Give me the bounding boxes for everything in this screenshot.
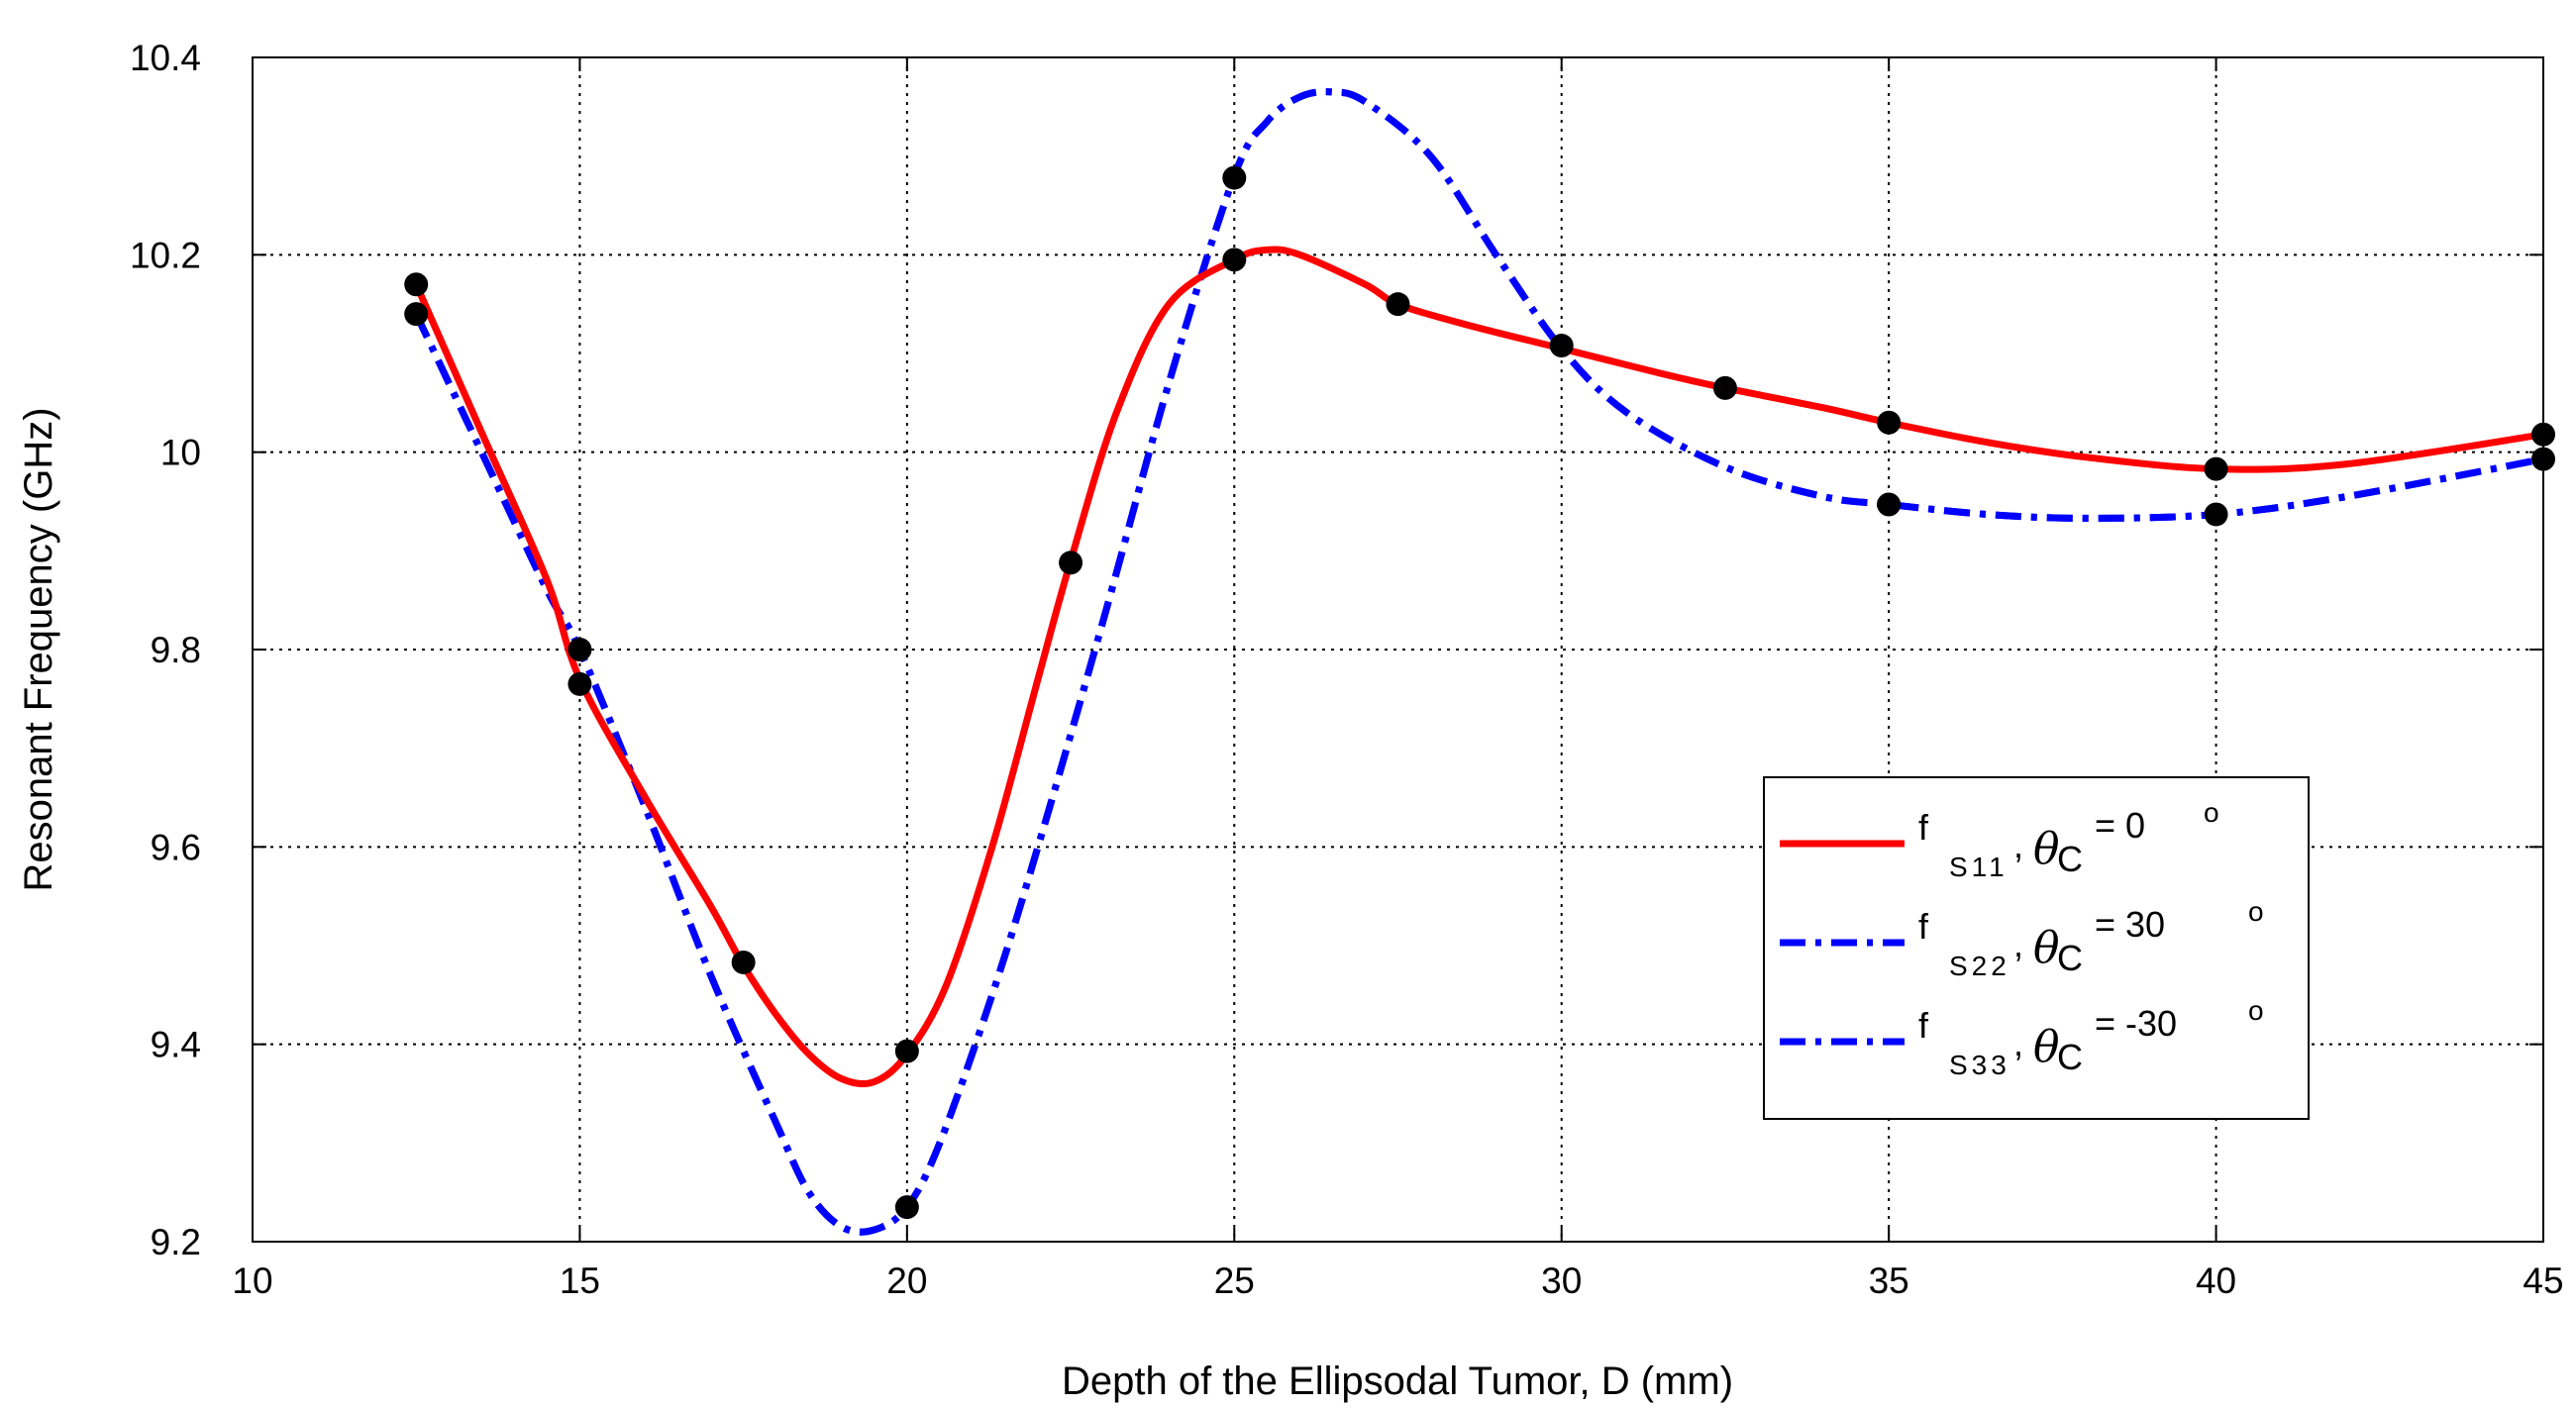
legend-angle-value: = 30 (2095, 904, 2165, 945)
x-axis-title: Depth of the Ellipsodal Tumor, D (mm) (1062, 1359, 1733, 1403)
legend-box (1763, 776, 2310, 1120)
data-point-marker (894, 1195, 919, 1220)
data-point-marker (567, 638, 592, 661)
data-point-marker (1059, 551, 1083, 575)
data-point-marker (894, 1039, 919, 1063)
legend-angle-value: = -30 (2095, 1003, 2177, 1044)
y-tick-label: 9.4 (151, 1025, 201, 1065)
x-tick-label: 15 (560, 1260, 600, 1301)
x-tick-label: 25 (1214, 1260, 1255, 1301)
data-point-marker (404, 272, 429, 297)
legend-subscript: S22 (1949, 951, 2010, 981)
y-tick-label: 9.8 (151, 630, 201, 670)
legend-theta-subscript: C (2057, 1037, 2083, 1077)
x-tick-label: 40 (2196, 1260, 2236, 1301)
data-point-marker (2204, 502, 2228, 527)
legend-theta-symbol: θ (2033, 1022, 2060, 1072)
legend-f-label: f (1918, 906, 1929, 947)
x-tick-label: 35 (1869, 1260, 1909, 1301)
legend-theta-symbol: θ (2033, 923, 2060, 973)
x-tick-label: 20 (886, 1260, 927, 1301)
data-point-marker (2204, 456, 2228, 481)
legend-entry-s22: f S22, θC = 30 o (1780, 896, 2268, 981)
legend-degree-symbol: o (2248, 896, 2268, 927)
legend-comma: , (2013, 924, 2023, 964)
data-markers (404, 165, 2555, 1220)
data-point-marker (1222, 165, 1247, 190)
legend-theta-subscript: C (2057, 938, 2083, 978)
legend-subscript: S33 (1949, 1050, 2010, 1080)
data-point-marker (1222, 248, 1247, 272)
data-point-marker (1712, 375, 1737, 400)
legend-comma: , (2013, 1023, 2023, 1063)
x-tick-label: 45 (2523, 1260, 2563, 1301)
y-tick-label: 10.2 (130, 235, 201, 275)
x-tick-label: 30 (1541, 1260, 1582, 1301)
data-point-marker (1386, 292, 1410, 317)
y-tick-label: 9.2 (151, 1222, 201, 1262)
x-tick-label: 10 (232, 1260, 272, 1301)
series-line-s22 (413, 88, 2544, 1236)
legend-theta-subscript: C (2057, 839, 2083, 879)
axis-ticks: 10 15 20 25 30 35 40 45 9.2 9.4 9.6 9.8 10 10.2 10.4 (130, 38, 2564, 1301)
legend-f-label: f (1918, 807, 1929, 848)
legend-degree-symbol: o (2204, 797, 2223, 828)
legend-theta-symbol: θ (2033, 824, 2060, 874)
legend-angle-value: = 0 (2095, 805, 2145, 846)
data-point-marker (404, 302, 429, 327)
legend-entry-s33: f S33, θC = -30 o (1780, 995, 2268, 1080)
data-point-marker (567, 671, 592, 696)
legend-f-label: f (1918, 1005, 1929, 1046)
y-tick-label: 9.6 (151, 827, 201, 867)
legend-degree-symbol: o (2248, 995, 2268, 1026)
data-point-marker (1877, 410, 1902, 435)
legend-subscript: S11 (1949, 852, 2009, 882)
y-tick-label: 10.4 (130, 38, 201, 78)
legend-comma: , (2013, 825, 2023, 865)
data-point-marker (1877, 492, 1902, 517)
y-axis-title: Resonant Frequency (GHz) (17, 407, 60, 891)
legend-entry-s11: f S11, θC = 0 o (1780, 797, 2223, 882)
data-point-marker (1549, 334, 1574, 358)
data-point-marker (731, 950, 756, 974)
y-tick-label: 10 (160, 433, 201, 473)
